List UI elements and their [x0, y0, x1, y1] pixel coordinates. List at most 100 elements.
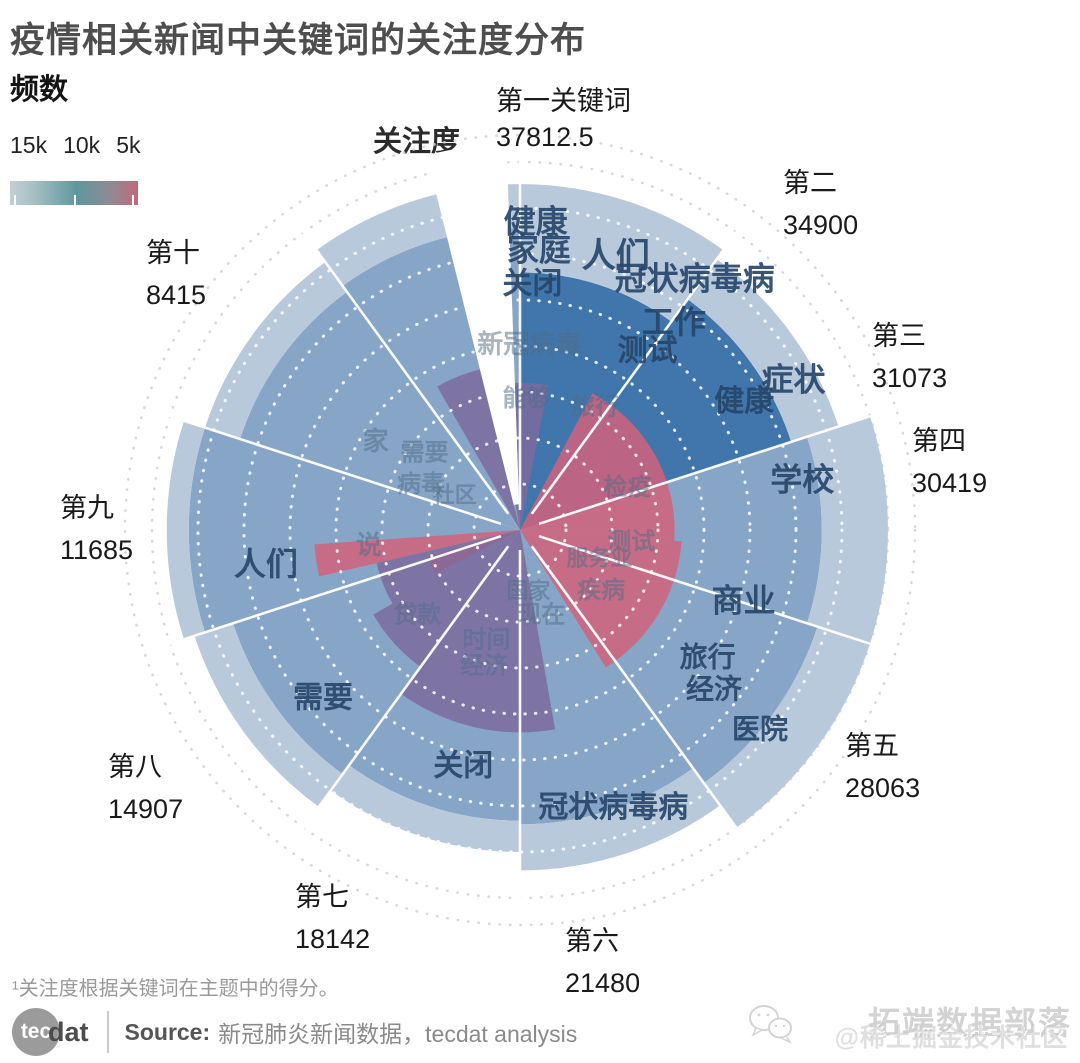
- sector-boundary: [538, 411, 880, 526]
- sector-boundary: [538, 534, 880, 649]
- sector-segment: [166, 420, 206, 640]
- legend-tick-10k: 10k: [63, 132, 101, 158]
- footnote: ¹关注度根据关键词在主题中的得分。: [12, 978, 339, 1000]
- sector-rank-label: 第八: [108, 752, 162, 782]
- sector-rank-label: 第三: [872, 321, 926, 351]
- legend-tick-15k: 15k: [10, 132, 48, 158]
- keyword-label: 商业: [712, 582, 776, 618]
- legend-bar-tick: [74, 195, 76, 205]
- keyword-label: 时间: [462, 626, 510, 653]
- sector-rank-label: 第五: [845, 731, 899, 761]
- keyword-label: 家庭: [507, 232, 571, 268]
- watermark: 拓端数据部落 @稀土掘金技术社区: [749, 998, 1072, 1058]
- gap-notch: [426, 143, 520, 506]
- keyword-label: 测试: [618, 335, 678, 368]
- sector-value-label: 21480: [565, 968, 640, 998]
- sector-segment: [205, 262, 347, 440]
- frequency-legend: 频数 15k 10k 5k: [10, 66, 140, 205]
- sector-value-label: 37812.5: [496, 122, 594, 152]
- keyword-label: 健康: [714, 384, 775, 418]
- overlay-wedge: [373, 530, 520, 667]
- sector-segment: [520, 530, 694, 825]
- sector-segment: [806, 416, 888, 644]
- sector-segment: [330, 765, 520, 852]
- sector-value-label: 14907: [108, 794, 183, 824]
- keyword-label: 需要: [293, 681, 353, 714]
- sector-rank-label: 第二: [783, 168, 837, 198]
- sector-rank-label: 第四: [912, 426, 966, 456]
- footer-divider: [106, 1011, 109, 1053]
- sector-segment: [520, 184, 724, 322]
- sector-value-label: 11685: [60, 535, 133, 565]
- sector-boundary: [160, 534, 502, 649]
- keyword-label: 冠状病毒病: [615, 261, 775, 297]
- watermark-line2: @稀土掘金技术社区: [834, 1024, 1068, 1052]
- keyword-label: 学校: [770, 461, 834, 497]
- overlay-wedge: [401, 530, 556, 733]
- sector-boundary: [530, 545, 744, 837]
- legend-tick-labels: 15k 10k 5k: [10, 132, 140, 159]
- source-text: 新冠肺炎新闻数据，tecdat analysis: [218, 1021, 578, 1047]
- keyword-label: 病毒: [397, 470, 445, 498]
- legend-bar-tick: [14, 195, 16, 205]
- keyword-label: 旅行: [680, 640, 736, 672]
- sector-value-label: 31073: [872, 363, 947, 393]
- keyword-label: 测试: [607, 529, 655, 556]
- overlay-wedge: [376, 530, 520, 604]
- sector-value-label: 34900: [783, 210, 858, 240]
- grid-ring-white: [242, 252, 798, 808]
- sector-rank-label: 第一关键词: [496, 86, 631, 116]
- wechat-icon: [749, 1005, 793, 1044]
- source-label: Source:: [124, 1018, 211, 1045]
- keyword-label: 说: [356, 530, 382, 560]
- sector-boundary: [160, 411, 502, 526]
- keyword-label: 医院: [732, 713, 788, 745]
- sector-rank-label: 第九: [60, 493, 114, 523]
- legend-bar-tick: [132, 195, 134, 205]
- keyword-label: 人们: [234, 546, 298, 582]
- keyword-label: 冠状病毒病: [538, 791, 688, 824]
- keyword-label: 疾病: [577, 576, 625, 604]
- sector-rank-label: 第七: [295, 882, 349, 912]
- overlay-wedge: [520, 530, 682, 668]
- sector-boundary: [296, 223, 510, 515]
- sector-segment: [520, 768, 721, 871]
- keyword-label: 健康: [504, 203, 569, 239]
- watermark-line1: 拓端数据部落: [867, 1005, 1072, 1041]
- grid-ring: [123, 133, 917, 927]
- keyword-label: 现在: [517, 601, 565, 629]
- tecdat-logo: tec: [12, 1008, 60, 1056]
- grid-ring-white: [426, 436, 614, 624]
- keyword-label: 新冠病毒: [477, 329, 581, 359]
- sector-value-label: 28063: [845, 773, 920, 803]
- legend-title: 频数: [10, 74, 69, 106]
- footer: tec dat Source: 新冠肺炎新闻数据，tecdat analysis: [12, 1006, 577, 1058]
- sector-value-label: 18142: [295, 924, 370, 954]
- sector-rank-label: 第六: [565, 926, 619, 956]
- keyword-label: 人们: [582, 237, 650, 275]
- keyword-label: 检疫: [603, 473, 651, 501]
- sector-boundary: [530, 223, 744, 515]
- sector-segment: [188, 427, 520, 633]
- keyword-label: 需要: [401, 440, 449, 467]
- keyword-label: 贷款: [393, 600, 442, 628]
- grid-ring-white: [334, 344, 706, 716]
- legend-gradient-bar: [10, 181, 138, 205]
- overlay-wedge: [314, 530, 520, 577]
- sector-segment: [194, 623, 343, 807]
- sector-rank-label: 第十: [146, 238, 200, 268]
- overlay-wedge: [437, 369, 520, 530]
- keyword-label: 症状: [762, 362, 827, 398]
- keyword-label: 服务业: [566, 545, 632, 570]
- tecdat-logo-suffix: dat: [48, 1016, 89, 1047]
- keyword-label: 家: [363, 426, 389, 456]
- sector-segment: [703, 626, 870, 828]
- keyword-label: 能够: [502, 384, 550, 412]
- keyword-label: 关闭: [502, 267, 562, 300]
- keyword-label: 经济: [686, 673, 743, 705]
- keyword-label: 社区: [433, 482, 477, 507]
- keyword-label: 关闭: [433, 750, 493, 783]
- sector-boundary: [296, 545, 510, 837]
